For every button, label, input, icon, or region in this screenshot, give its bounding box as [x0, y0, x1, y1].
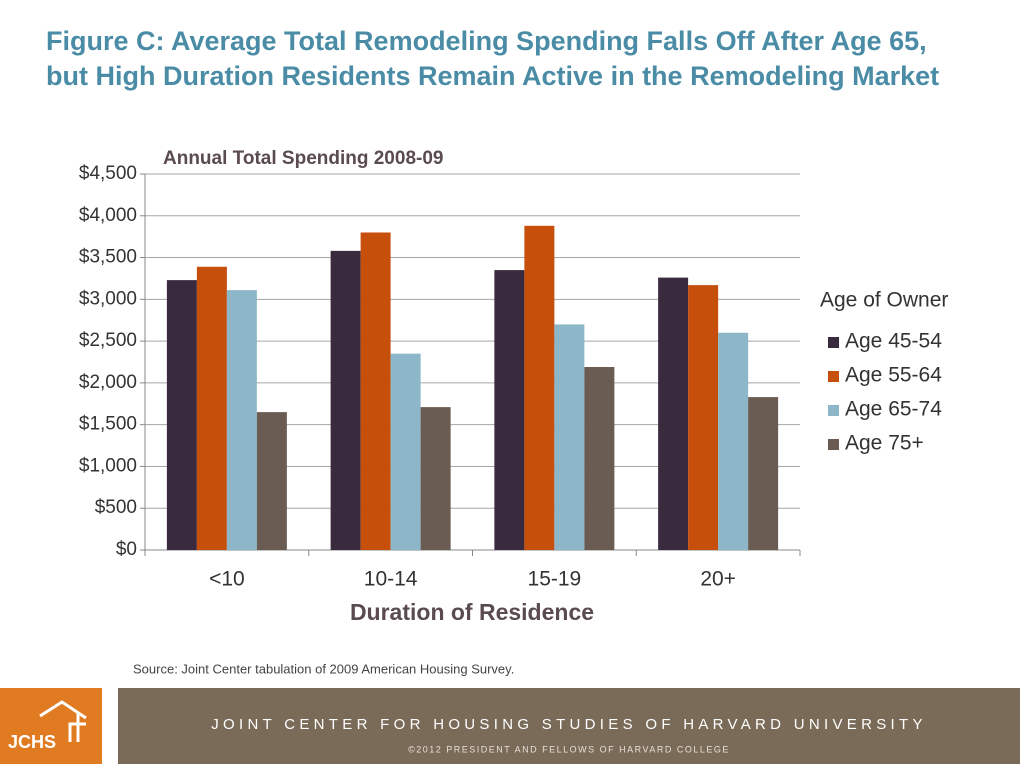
chart-title: Figure C: Average Total Remodeling Spend…	[46, 26, 940, 91]
y-tick-label: $3,500	[79, 247, 137, 268]
y-tick-label: $500	[95, 497, 137, 518]
legend-swatch	[828, 439, 839, 450]
bar	[360, 232, 391, 550]
footer-band	[118, 688, 1020, 764]
x-tick-label: 10-14	[364, 568, 418, 591]
bar	[226, 290, 257, 550]
legend-swatch	[828, 371, 839, 382]
legend-label: Age 55-64	[845, 364, 942, 387]
bar	[330, 250, 361, 551]
legend-swatch	[828, 337, 839, 348]
logo-house	[39, 700, 87, 742]
y-tick-label: $0	[116, 539, 137, 560]
bar	[688, 285, 719, 550]
bar	[748, 397, 779, 550]
bar	[420, 407, 451, 550]
legend-label: Age 65-74	[845, 398, 942, 421]
bar	[390, 353, 421, 550]
legend-label: Age 45-54	[845, 330, 942, 353]
y-tick-label: $3,000	[79, 288, 137, 309]
bar	[494, 270, 525, 550]
x-tick-label: 20+	[700, 568, 736, 591]
x-tick-label: <10	[209, 568, 245, 591]
logo-text: JCHS	[8, 732, 56, 752]
logo-box	[0, 688, 102, 764]
x-axis-title: Duration of Residence	[350, 599, 594, 625]
y-tick-label: $4,000	[79, 205, 137, 226]
legend-swatch	[828, 405, 839, 416]
bar	[658, 277, 689, 550]
bar	[256, 412, 287, 550]
bar	[196, 266, 227, 550]
x-tick-label: 15-19	[528, 568, 582, 591]
bar	[718, 332, 749, 550]
y-tick-label: $1,500	[79, 414, 137, 435]
legend-title: Age of Owner	[820, 289, 948, 312]
y-tick-label: $4,500	[79, 163, 137, 184]
bar	[524, 225, 555, 550]
bar	[166, 280, 197, 550]
y-tick-label: $1,000	[79, 455, 137, 476]
footer-organization: JOINT CENTER FOR HOUSING STUDIES OF HARV…	[211, 716, 927, 733]
legend-label: Age 75+	[845, 432, 924, 455]
bar	[584, 367, 615, 550]
bar	[554, 324, 585, 550]
source-note: Source: Joint Center tabulation of 2009 …	[133, 661, 514, 676]
y-tick-label: $2,000	[79, 372, 137, 393]
footer-copyright: ©2012 PRESIDENT AND FELLOWS OF HARVARD C…	[408, 744, 730, 754]
y-tick-label: $2,500	[79, 330, 137, 351]
chart-subtitle: Annual Total Spending 2008-09	[163, 148, 443, 169]
